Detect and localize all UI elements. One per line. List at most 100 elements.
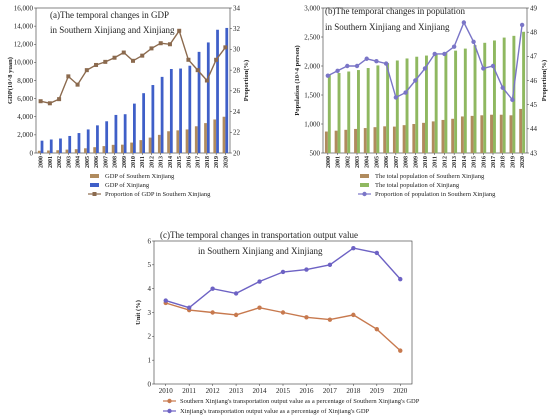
bar xyxy=(493,40,496,154)
y-right-tick-label: 44 xyxy=(530,125,538,133)
bar xyxy=(470,115,474,153)
y-tick-label: 14,000 xyxy=(14,22,34,30)
data-point xyxy=(280,269,286,275)
bar xyxy=(425,55,428,154)
x-tick-label: 2010 xyxy=(159,387,174,395)
y-right-tick-label: 20 xyxy=(233,149,241,157)
data-point xyxy=(103,59,108,64)
data-point xyxy=(257,305,262,310)
bar xyxy=(337,72,341,153)
bar xyxy=(463,48,467,153)
y-right-axis-label: Proportion(%) xyxy=(541,60,548,101)
bar xyxy=(412,124,416,153)
x-tick-label: 2019 xyxy=(214,156,220,168)
y-right-tick-label: 43 xyxy=(530,149,538,157)
data-point xyxy=(84,68,89,73)
data-point xyxy=(374,58,379,64)
x-tick-label: 2010 xyxy=(131,156,137,168)
bar xyxy=(56,150,60,153)
y-right-tick-label: 48 xyxy=(530,28,538,36)
y-tick-label: 0 xyxy=(148,380,152,388)
data-point xyxy=(398,276,403,282)
x-tick-label: 2013 xyxy=(229,387,244,395)
y-tick-label: 5 xyxy=(148,261,152,269)
data-point xyxy=(223,45,228,50)
legend-marker xyxy=(92,192,97,196)
chart-subtitle: in Southern Xinjiang and Xinjiang xyxy=(198,246,323,256)
x-tick-label: 2008 xyxy=(404,156,410,168)
x-tick-label: 2015 xyxy=(472,156,478,168)
data-point xyxy=(75,82,80,87)
x-tick-label: 2014 xyxy=(462,156,468,168)
bar xyxy=(96,125,99,153)
bar xyxy=(522,31,526,154)
bar xyxy=(366,68,370,153)
y-tick-label: 500 xyxy=(310,149,321,157)
bar xyxy=(460,116,464,153)
chart-title: (a)The temporal changes in GDP xyxy=(50,10,169,20)
y-axis-label: GDP(10^8 yuan) xyxy=(7,57,14,104)
x-tick-label: 2004 xyxy=(365,156,371,168)
data-point xyxy=(327,317,333,322)
x-tick-label: 2012 xyxy=(442,156,448,168)
bar xyxy=(431,121,435,153)
legend-label: The total population of Xinjiang xyxy=(375,182,460,189)
bar xyxy=(383,126,387,153)
bar xyxy=(65,149,69,153)
y-tick-label: 10,000 xyxy=(14,59,34,67)
data-point xyxy=(47,101,52,106)
data-point xyxy=(345,63,350,69)
data-point xyxy=(214,57,219,62)
bar xyxy=(363,128,367,153)
bar xyxy=(179,68,182,153)
bar xyxy=(176,130,180,153)
y-tick-label: 3 xyxy=(148,309,152,317)
legend-label: The total population of Southern Xinjian… xyxy=(375,173,485,180)
data-point xyxy=(490,63,496,69)
bar xyxy=(373,127,377,153)
y-axis-label: Unit (%) xyxy=(135,300,142,325)
data-point xyxy=(195,68,200,73)
x-tick-label: 2000 xyxy=(326,156,332,168)
x-tick-label: 2018 xyxy=(205,156,211,168)
bar xyxy=(111,144,115,153)
y-tick-label: 2,000 xyxy=(304,62,320,70)
bar xyxy=(324,131,328,153)
data-point xyxy=(327,262,333,268)
data-point xyxy=(422,66,428,71)
y-right-tick-label: 30 xyxy=(233,46,241,54)
x-tick-label: 2018 xyxy=(346,387,361,395)
bar xyxy=(483,42,487,153)
x-tick-label: 2015 xyxy=(177,156,183,168)
data-point xyxy=(112,55,117,60)
bar xyxy=(77,133,81,153)
bar xyxy=(386,63,390,153)
data-point xyxy=(131,58,135,63)
panel-b: 500 1,000 1,500 2,000 2,500 3,000 43 44 45 46 47 48… xyxy=(294,4,548,198)
y-tick-label: 6 xyxy=(148,237,152,245)
x-tick-label: 2005 xyxy=(374,156,380,168)
data-point xyxy=(304,267,309,272)
data-point xyxy=(481,66,486,71)
bar xyxy=(68,135,72,153)
bar xyxy=(47,150,50,153)
data-point xyxy=(280,310,286,315)
bar xyxy=(444,52,448,153)
legend-marker xyxy=(167,398,172,404)
x-tick-label: 2012 xyxy=(149,156,155,168)
bar xyxy=(344,129,348,153)
data-point xyxy=(304,315,309,320)
data-point xyxy=(500,85,505,90)
legend-label: GDP of Southern Xinjiang xyxy=(105,173,175,180)
data-point xyxy=(351,312,356,318)
data-point xyxy=(510,97,515,103)
bar xyxy=(130,142,133,153)
bar xyxy=(402,125,406,153)
bar xyxy=(405,58,409,153)
y-tick-label: 3,000 xyxy=(304,4,320,12)
data-point xyxy=(167,42,172,47)
bar xyxy=(512,35,516,154)
bar xyxy=(347,71,351,153)
bar xyxy=(105,121,109,153)
x-tick-label: 2009 xyxy=(122,156,128,168)
